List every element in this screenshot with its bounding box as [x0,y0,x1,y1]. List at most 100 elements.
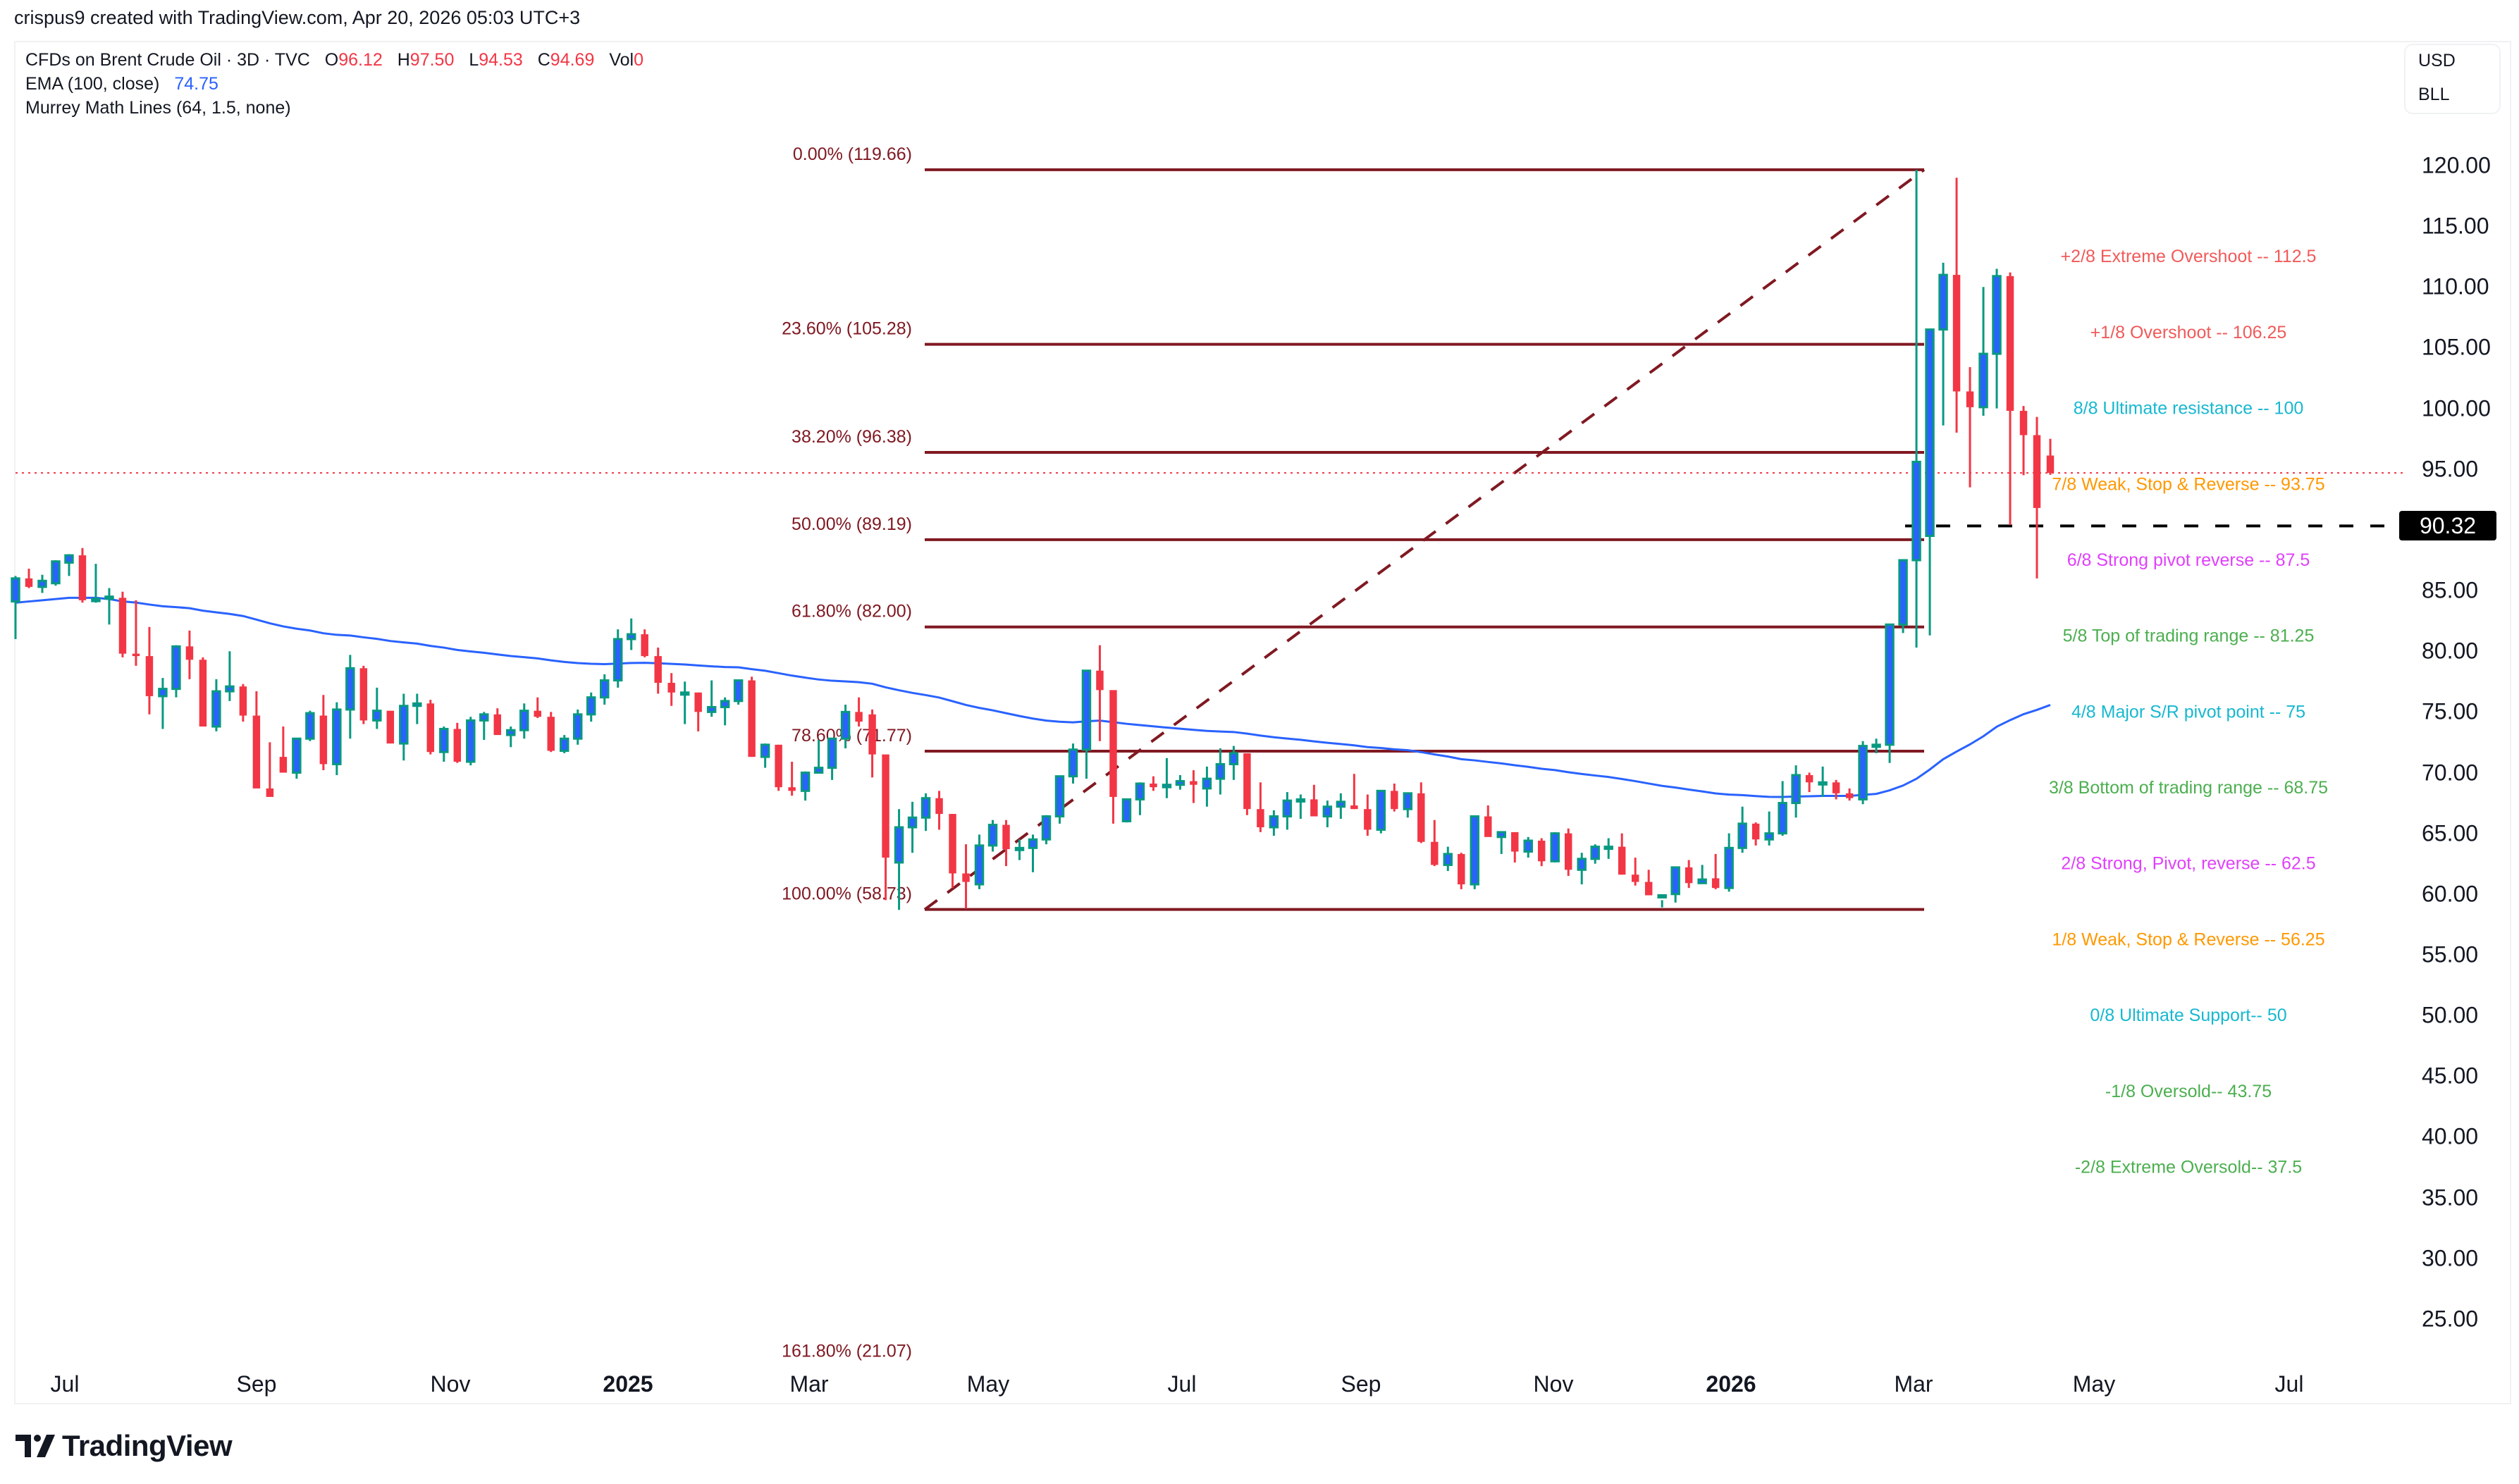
volume-value: 0 [634,50,643,70]
candle-body-down [493,714,501,736]
candle-body-up [1523,839,1533,853]
candle-body-up [1121,798,1132,822]
fib-level-label: 161.80% (21.07) [782,1342,912,1361]
candle-body-down [1966,391,1974,407]
chart-frame [14,41,2511,1404]
price-tick: 105.00 [2422,334,2491,360]
candle-body-up [800,772,811,792]
price-tick: 30.00 [2422,1245,2479,1271]
candle-body-up [1403,792,1413,810]
currency-unit-box[interactable]: USD BLL [2404,44,2501,114]
ema-label: EMA (100, close) [25,74,160,94]
candle-body-up [225,685,235,693]
candle-body-down [1631,874,1639,882]
candle-body-up [626,633,636,641]
candle-body-up [599,679,610,699]
murrey-level-label: 2/8 Strong, Pivot, reverse -- 62.5 [2061,854,2315,874]
fib-trend-line [923,168,1926,911]
time-tick: Mar [789,1371,829,1397]
murrey-level-label: 7/8 Weak, Stop & Reverse -- 93.75 [2052,474,2324,494]
candle-body-up [1081,669,1092,751]
candle-body-down [855,712,863,722]
candle-body-up [706,705,717,713]
candle-body-up [1858,745,1868,800]
candle-body-down [1511,831,1519,852]
candle-body-up [519,710,529,731]
candle-body-up [720,700,730,708]
candle-body-down [1350,805,1358,810]
candle-body-down [547,717,555,751]
candle-body-up [1577,858,1587,871]
price-tick: 60.00 [2422,881,2479,907]
candle-body-down [1805,774,1813,783]
candle-body-down [1538,840,1546,862]
candle-body-up [1135,782,1145,800]
candle-body-down [1002,824,1010,850]
candle-body-up [760,743,770,758]
price-tick: 65.00 [2422,820,2479,846]
candle-body-up [1657,894,1667,899]
price-tick: 45.00 [2422,1063,2479,1089]
candle-body-down [1711,878,1720,889]
candle-body-down [1310,799,1318,817]
candle-body-down [199,660,207,727]
candle-body-up [1911,460,1921,562]
candle-body-up [1925,328,1935,538]
time-tick: Jul [50,1371,80,1397]
murrey-level-label: 3/8 Bottom of trading range -- 68.75 [2049,778,2328,798]
candle-body-up [305,712,315,740]
candle-body-up [1697,878,1707,884]
candle-body-up [104,595,114,600]
candle-body-up [1068,748,1078,778]
candle-body-up [211,690,221,728]
high-label: H [397,50,410,70]
time-tick: 2026 [1706,1371,1756,1397]
tradingview-logo-text: TradingView [62,1429,233,1462]
candle-body-down [1364,809,1372,830]
candle-body-down [1484,816,1492,837]
time-tick: Sep [1341,1371,1381,1397]
candle-body-up [64,554,74,564]
tradingview-logo-icon [16,1435,55,1457]
murrey-label: Murrey Math Lines (64, 1.5, none) [25,98,291,118]
candle-body-down [1952,275,1961,392]
candle-body-up [1496,831,1506,839]
candle-body-up [1336,800,1346,808]
price-tick: 25.00 [2422,1306,2479,1332]
time-tick: Sep [236,1371,277,1397]
candle-body-down [266,788,274,797]
candle-body-down [2019,411,2028,435]
candle-body-up [171,645,181,691]
candle-body-up [679,691,690,696]
price-tick: 50.00 [2422,1002,2479,1028]
candle-body-down [252,715,261,789]
candle-body-down [1243,753,1251,810]
candle-body-down [145,656,154,696]
time-axis[interactable]: Jul Sep Nov 2025 Mar May Jul Sep Nov 2026 Mar May Ju… [14,1366,2403,1404]
candle-body-down [1391,791,1398,810]
time-tick: 2025 [603,1371,653,1397]
candle-body-up [1791,774,1801,805]
murrey-level-label: -2/8 Extreme Oversold-- 37.5 [2075,1157,2302,1177]
candle-body-up [292,737,302,774]
price-tick: 100.00 [2422,395,2491,421]
price-tick: 80.00 [2422,638,2479,664]
ema-value: 74.75 [174,74,218,94]
candle-body-down [25,578,33,587]
candle-body-up [987,824,998,847]
time-tick: Jul [1167,1371,1197,1397]
murrey-level-label: 4/8 Major S/R pivot point -- 75 [2071,702,2305,722]
murrey-legend-row[interactable]: Murrey Math Lines (64, 1.5, none) [25,96,643,120]
murrey-level-label: 5/8 Top of trading range -- 81.25 [2063,626,2315,646]
candle-body-down [185,646,194,660]
ema-legend-row[interactable]: EMA (100, close) 74.75 [25,72,643,96]
candle-body-up [1978,352,1988,409]
candle-body-down [1565,833,1572,870]
candle-body-up [412,702,422,707]
candle-body-up [1470,815,1480,886]
candle-body-up [907,816,918,829]
symbol-legend-row[interactable]: CFDs on Brent Crude Oil · 3D · TVC O96.1… [25,48,643,72]
volume-label: Vol [609,50,634,70]
price-tick: 85.00 [2422,577,2479,603]
